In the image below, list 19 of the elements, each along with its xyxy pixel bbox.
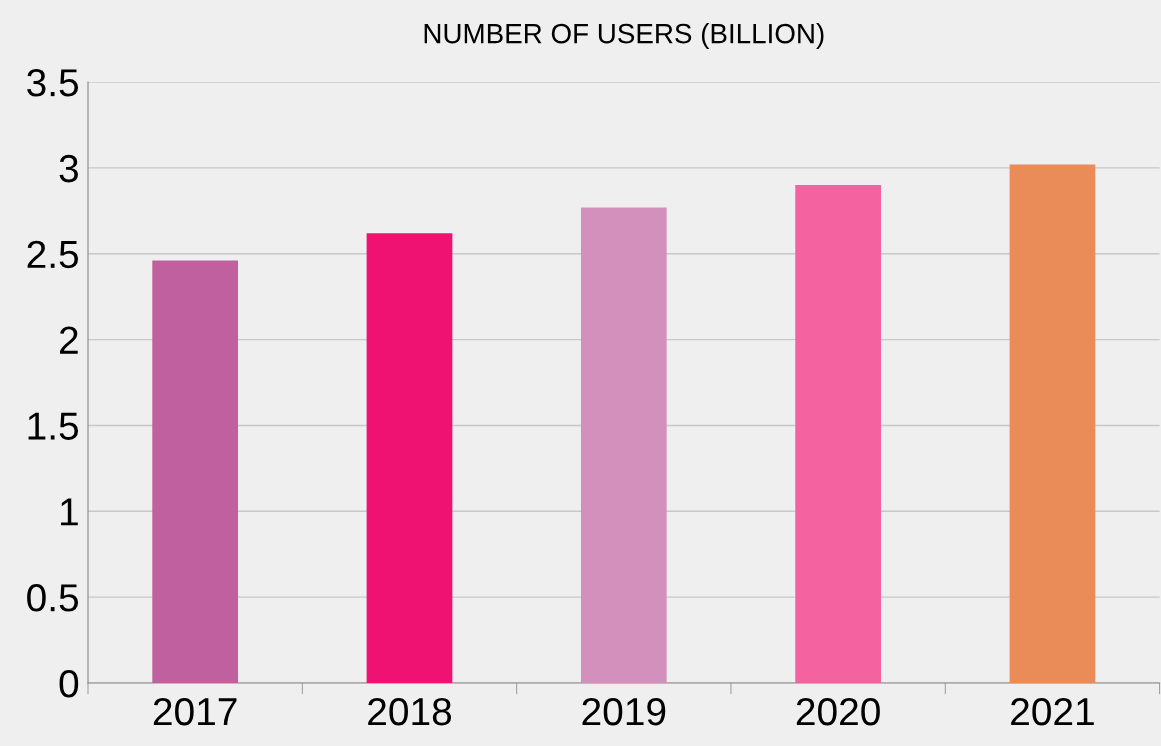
- y-tick-label: 3.5: [27, 69, 79, 97]
- y-tick-label: 1: [61, 498, 78, 526]
- y-tick-label: 1.5: [28, 412, 79, 440]
- x-tick-label: 2019: [582, 697, 666, 726]
- x-tick-label: 2018: [368, 697, 452, 726]
- chart-title: NUMBER OF USERS (BILLION): [424, 23, 824, 49]
- bar: [580, 207, 667, 683]
- y-tick-label: 2.5: [27, 240, 79, 269]
- x-tick-label: 2020: [796, 697, 880, 726]
- y-tick-label: 0.5: [27, 584, 79, 612]
- bar: [366, 233, 453, 683]
- y-tick-label: 3: [59, 154, 78, 183]
- y-tick-label: 2: [60, 326, 78, 354]
- y-tick-label: 0: [59, 669, 79, 698]
- x-tick-label: 2017: [153, 697, 237, 726]
- x-tick-label: 2021: [1011, 697, 1094, 726]
- bar: [1009, 164, 1096, 683]
- bar: [795, 185, 881, 683]
- bar: [152, 260, 239, 683]
